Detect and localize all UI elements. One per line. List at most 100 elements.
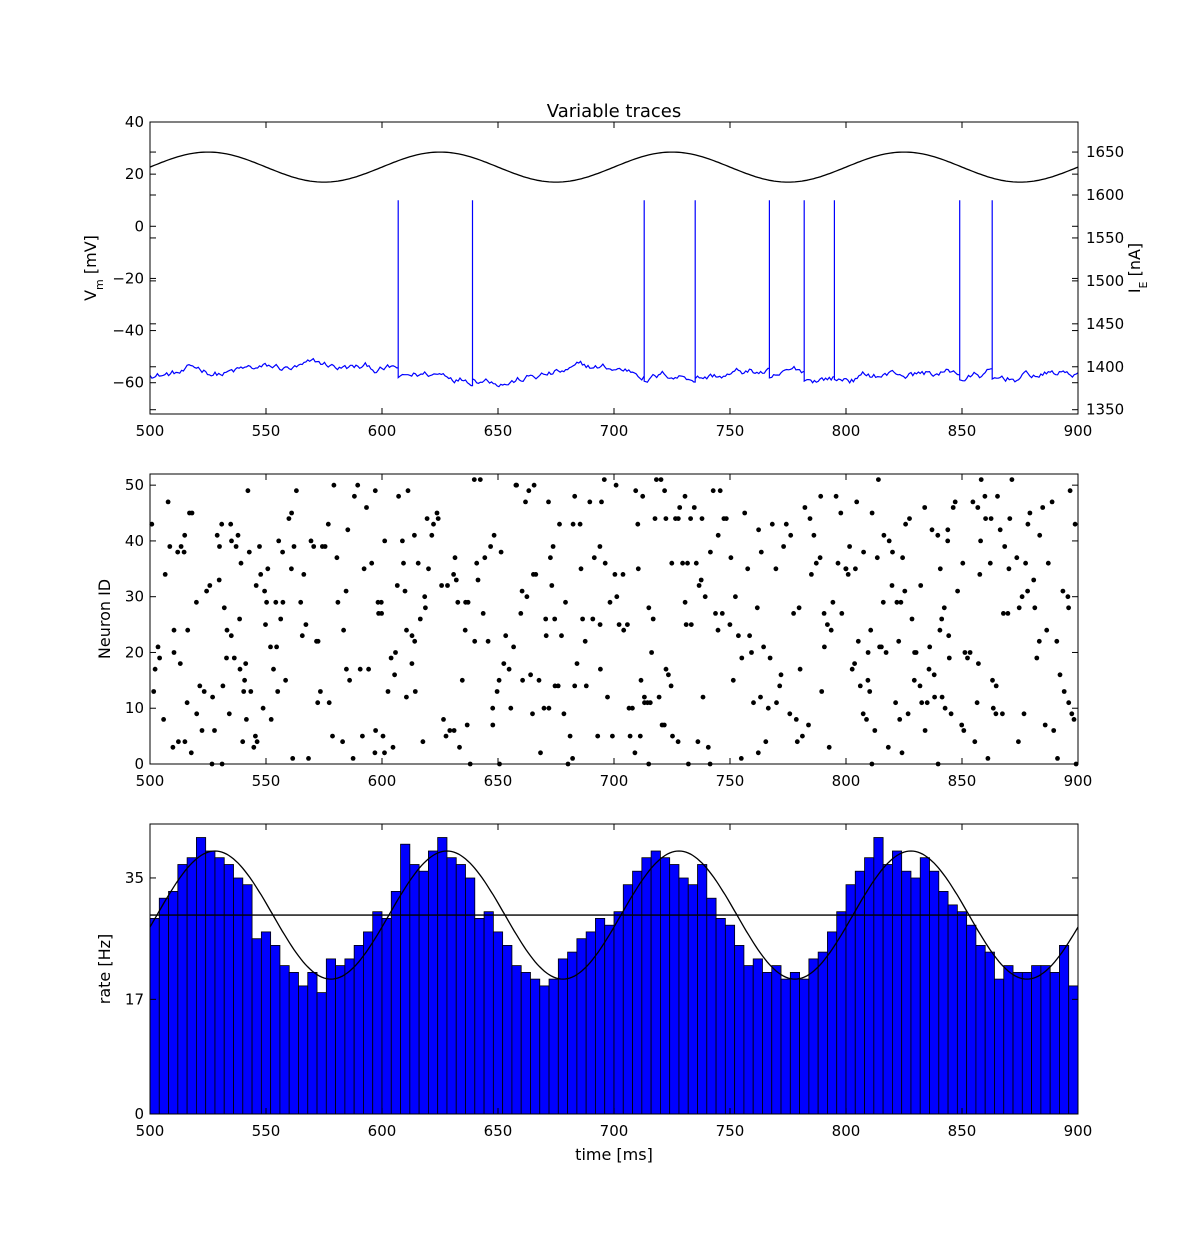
spike-dot: [182, 532, 188, 538]
rate-bar: [752, 958, 763, 1115]
spike-dot: [178, 544, 184, 549]
x-tick-label: 750: [716, 772, 745, 790]
spike-dot: [161, 717, 167, 722]
traces-series: [149, 151, 1079, 388]
spike-dot: [577, 521, 583, 527]
spike-dot: [650, 616, 656, 622]
spike-dot: [511, 644, 516, 650]
spike-dot: [257, 544, 262, 549]
spike-dot: [494, 689, 500, 694]
rate-bar: [1040, 965, 1051, 1115]
spike-dot: [280, 599, 286, 605]
spike-dot: [708, 549, 713, 555]
spike-dot: [552, 616, 558, 622]
spike-dot: [264, 599, 269, 605]
spike-dot: [809, 572, 814, 577]
rate-bar: [427, 850, 439, 1115]
spike-dot: [546, 705, 552, 711]
spike-dot: [583, 683, 589, 689]
spike-dot: [802, 505, 808, 510]
spike-dot: [864, 717, 869, 722]
rate-bar: [400, 843, 411, 1115]
spike-dot: [524, 594, 530, 600]
spike-dot: [274, 644, 279, 650]
spike-dot: [380, 733, 386, 739]
spike-dot: [894, 599, 900, 605]
spike-dot: [343, 588, 349, 594]
y-tick-label: 0: [134, 755, 144, 773]
spike-dot: [931, 672, 937, 678]
spike-dot: [1025, 588, 1030, 594]
rate-bar: [604, 924, 615, 1115]
spike-dot: [253, 583, 259, 588]
spike-dot: [182, 739, 188, 745]
rate-bar: [233, 877, 244, 1115]
raster-y-ticks: 0 10 20 30 40 50: [125, 476, 1078, 773]
spike-dot: [717, 488, 723, 494]
spike-dot: [699, 516, 705, 521]
spike-dot: [669, 560, 675, 566]
rate-bar: [919, 857, 930, 1115]
spike-dot: [978, 538, 983, 544]
spike-dot: [874, 555, 880, 561]
spike-dot: [688, 622, 694, 627]
spike-dot: [591, 555, 597, 561]
rate-bar: [344, 958, 355, 1115]
spike-dot: [415, 560, 421, 566]
spike-dot: [443, 733, 449, 739]
rate-bar: [335, 965, 346, 1115]
spike-dot: [390, 744, 396, 750]
spike-dot: [663, 516, 669, 521]
spike-dot: [567, 733, 573, 739]
y-tick-label: 20: [125, 643, 144, 661]
rate-bar: [325, 958, 337, 1115]
rate-bar: [446, 857, 457, 1115]
spike-dot: [605, 694, 610, 700]
spike-dot: [1006, 566, 1012, 572]
rate-bar: [474, 918, 485, 1115]
rate-bar: [168, 891, 179, 1115]
x-tick-label: 900: [1064, 1122, 1093, 1140]
spike-dot: [865, 650, 871, 655]
spike-dot: [654, 477, 659, 482]
rate-bar: [177, 864, 188, 1115]
spike-dot: [793, 717, 799, 722]
spike-dot: [758, 549, 764, 555]
spike-dot: [649, 650, 654, 655]
spike-dot: [607, 599, 613, 605]
spike-dot: [409, 633, 415, 639]
spike-dot: [867, 689, 873, 694]
spike-dot: [1019, 594, 1025, 600]
spike-dot: [1040, 505, 1046, 510]
spike-dot: [911, 677, 917, 683]
spike-dot: [838, 510, 844, 516]
rate-bar: [418, 870, 429, 1115]
rate-y-label: rate [Hz]: [95, 934, 114, 1005]
spike-dot: [366, 666, 371, 672]
y2-tick-label: 1600: [1086, 186, 1124, 204]
spike-dot: [273, 599, 279, 605]
spike-dot: [702, 594, 708, 600]
spike-dot: [286, 516, 292, 521]
spike-dot: [189, 510, 195, 516]
spike-dot: [599, 499, 604, 505]
spike-dot: [214, 532, 220, 538]
spike-dot: [976, 661, 981, 666]
spike-dot: [197, 683, 203, 689]
spike-dot: [932, 694, 937, 700]
spike-dot: [265, 566, 271, 572]
spike-dot: [422, 594, 428, 600]
spike-dot: [927, 644, 933, 650]
rate-x-ticks: 500 550 600 650 700 750 800 850 900: [136, 824, 1093, 1140]
spike-dot: [361, 566, 367, 572]
spike-dot: [185, 627, 191, 633]
spike-dot: [235, 532, 241, 538]
spike-dot: [582, 638, 588, 644]
spike-dot: [385, 689, 391, 694]
spike-dot: [767, 655, 773, 661]
spike-dot: [625, 622, 630, 627]
spike-dot: [601, 477, 607, 482]
spike-dot: [331, 482, 337, 488]
spike-dot: [382, 750, 387, 756]
spike-dot: [974, 700, 980, 706]
